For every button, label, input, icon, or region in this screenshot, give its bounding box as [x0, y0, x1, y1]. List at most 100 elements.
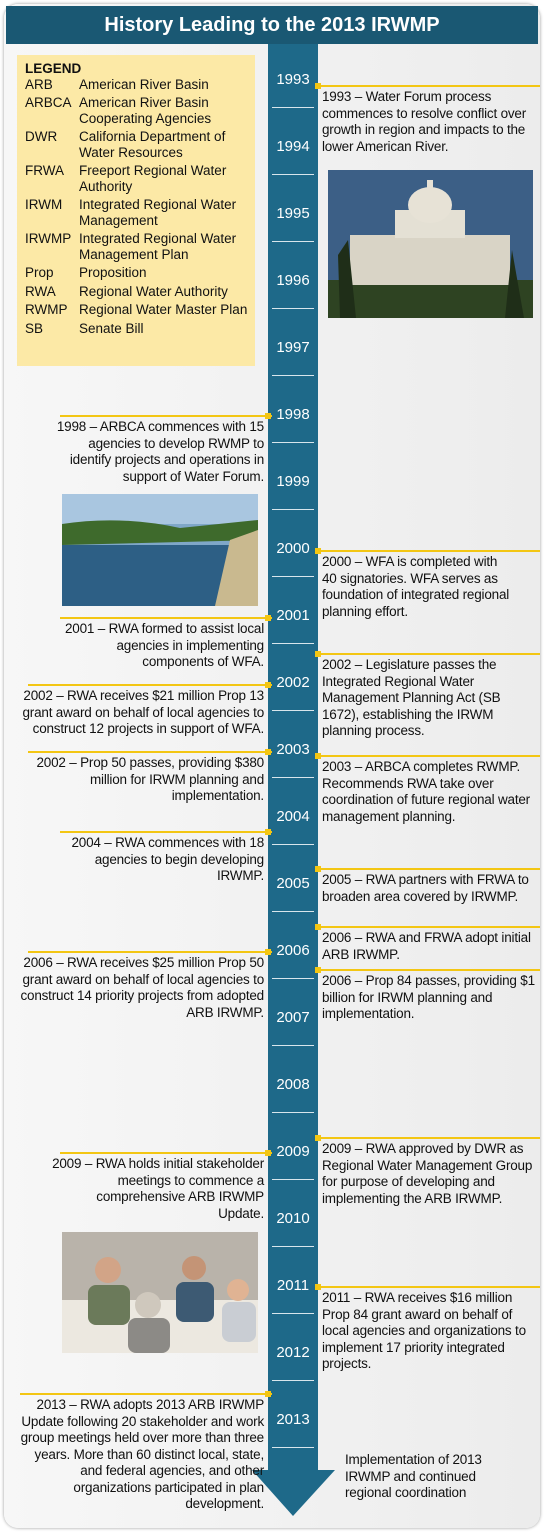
- event-line: [20, 1393, 272, 1395]
- event-marker: [265, 615, 271, 621]
- year-divider: [272, 174, 314, 175]
- year-divider: [272, 1045, 314, 1046]
- event-line: [316, 1137, 540, 1139]
- event-line: [28, 684, 272, 686]
- event-text: 2005 – RWA partners with FRWA to broaden…: [322, 872, 540, 905]
- event-marker: [315, 1284, 321, 1290]
- year-label: 1997: [268, 339, 318, 356]
- legend-term: American River Basin Cooperating Agencie…: [79, 95, 251, 126]
- year-divider: [272, 1179, 314, 1180]
- timeline-arrow: [252, 1470, 335, 1516]
- year-label: 2001: [268, 607, 318, 624]
- year-label: 2008: [268, 1076, 318, 1093]
- legend-term: Regional Water Master Plan: [79, 302, 247, 318]
- event-line: [28, 751, 272, 753]
- river-photo: [62, 494, 258, 606]
- event-text: 2013 – RWA adopts 2013 ARB IRWMP Update …: [10, 1397, 264, 1513]
- year-divider: [272, 241, 314, 242]
- legend-abbr: IRWMP: [25, 231, 79, 262]
- legend-entry: PropProposition: [25, 265, 251, 281]
- year-label: 2004: [268, 808, 318, 825]
- year-divider: [272, 308, 314, 309]
- year-divider: [272, 107, 314, 108]
- legend-title: LEGEND: [25, 61, 251, 77]
- year-divider: [272, 576, 314, 577]
- event-text: 1993 – Water Forum process commences to …: [322, 89, 537, 155]
- year-divider: [272, 509, 314, 510]
- year-divider: [272, 1380, 314, 1381]
- legend-abbr: ARBCA: [25, 95, 79, 126]
- event-line: [316, 550, 540, 552]
- legend-term: American River Basin: [79, 77, 209, 93]
- legend-abbr: IRWM: [25, 197, 79, 228]
- year-divider: [272, 1313, 314, 1314]
- year-divider: [272, 911, 314, 912]
- event-line: [60, 831, 272, 833]
- year-divider: [272, 978, 314, 979]
- year-label: 2002: [268, 674, 318, 691]
- event-text: 2009 – RWA approved by DWR as Regional W…: [322, 1141, 540, 1207]
- event-marker: [315, 83, 321, 89]
- event-text: 2001 – RWA formed to assist local agenci…: [50, 621, 264, 671]
- event-text: 2006 – RWA receives $25 million Prop 50 …: [18, 955, 264, 1021]
- legend-abbr: Prop: [25, 265, 79, 281]
- legend: LEGEND ARBAmerican River BasinARBCAAmeri…: [17, 55, 255, 366]
- event-marker: [265, 1150, 271, 1156]
- year-divider: [272, 844, 314, 845]
- year-label: 2005: [268, 875, 318, 892]
- event-marker: [315, 1135, 321, 1141]
- event-marker: [315, 866, 321, 872]
- year-divider: [272, 777, 314, 778]
- legend-abbr: SB: [25, 321, 79, 337]
- year-label: 2013: [268, 1411, 318, 1428]
- year-label: 1998: [268, 406, 318, 423]
- page: History Leading to the 2013 IRWMP LEGEND…: [0, 0, 544, 1534]
- event-marker: [265, 829, 271, 835]
- year-label: 1995: [268, 205, 318, 222]
- event-marker: [315, 651, 321, 657]
- event-text: 2009 – RWA holds initial stakeholder mee…: [50, 1156, 264, 1222]
- legend-abbr: RWA: [25, 284, 79, 300]
- year-label: 1993: [268, 71, 318, 88]
- event-text: 2006 – RWA and FRWA adopt initial ARB IR…: [322, 930, 540, 963]
- event-marker: [265, 1391, 271, 1397]
- event-marker: [265, 749, 271, 755]
- legend-term: Proposition: [79, 265, 147, 281]
- legend-abbr: FRWA: [25, 163, 79, 194]
- event-text: 2002 – Prop 50 passes, providing $380 mi…: [18, 755, 264, 805]
- event-text: 1998 – ARBCA commences with 15 agencies …: [50, 419, 264, 485]
- legend-term: Senate Bill: [79, 321, 144, 337]
- year-divider: [272, 1246, 314, 1247]
- event-text: 2000 – WFA is completed with 40 signator…: [322, 554, 512, 620]
- legend-term: Regional Water Authority: [79, 284, 228, 300]
- event-text: 2004 – RWA commences with 18 agencies to…: [50, 835, 264, 885]
- event-text: 2011 – RWA receives $16 million Prop 84 …: [322, 1290, 540, 1373]
- event-marker: [265, 682, 271, 688]
- stakeholder-photo: [62, 1232, 258, 1353]
- event-line: [316, 926, 540, 928]
- legend-abbr: DWR: [25, 129, 79, 160]
- year-divider: [272, 375, 314, 376]
- event-line: [28, 951, 272, 953]
- legend-term: Integrated Regional Water Management Pla…: [79, 231, 251, 262]
- legend-abbr: ARB: [25, 77, 79, 93]
- year-label: 2011: [268, 1277, 318, 1294]
- event-marker: [265, 413, 271, 419]
- year-divider: [272, 442, 314, 443]
- year-label: 2009: [268, 1143, 318, 1160]
- year-divider: [272, 710, 314, 711]
- event-line: [316, 653, 540, 655]
- event-line: [60, 415, 272, 417]
- event-marker: [315, 548, 321, 554]
- year-label: 2012: [268, 1344, 318, 1361]
- event-marker: [265, 949, 271, 955]
- event-text: 2006 – Prop 84 passes, providing $1 bill…: [322, 973, 540, 1023]
- event-text: 2003 – ARBCA completes RWMP. Recommends …: [322, 759, 540, 825]
- year-label: 1996: [268, 272, 318, 289]
